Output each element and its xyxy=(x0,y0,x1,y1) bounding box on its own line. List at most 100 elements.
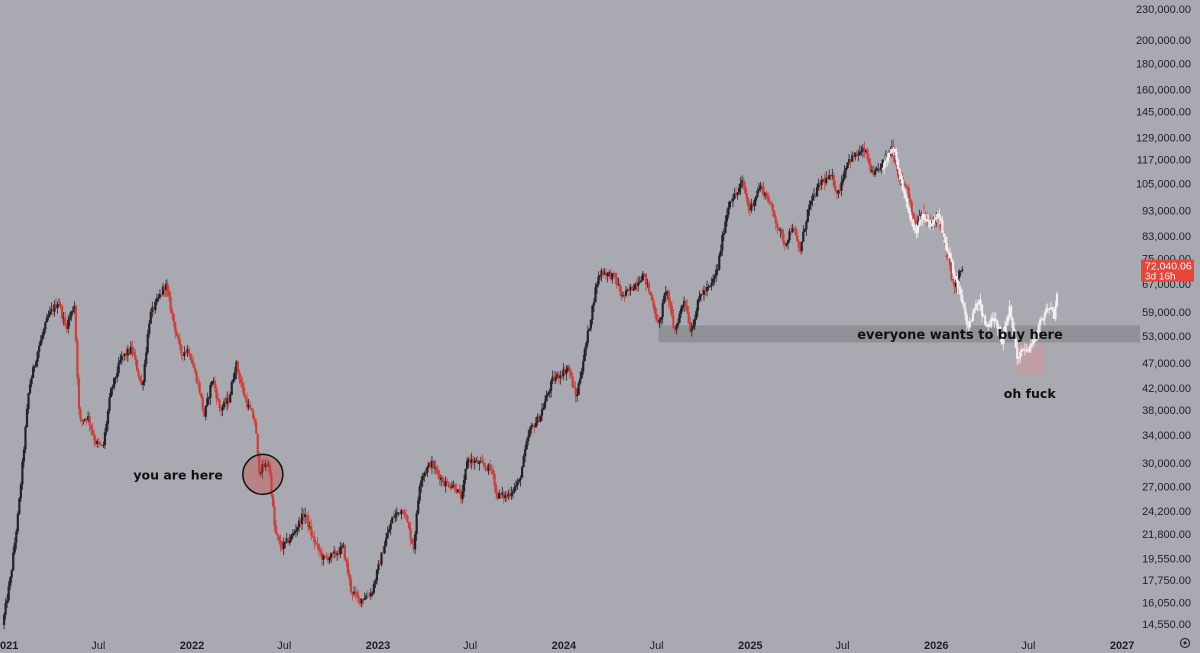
candle-body xyxy=(304,514,307,518)
candle-body xyxy=(466,460,469,469)
candle-body xyxy=(395,512,398,515)
projection-candle-body xyxy=(1028,347,1031,352)
buy-zone-label: everyone wants to buy here xyxy=(857,328,1063,343)
candle-body xyxy=(702,290,706,295)
candle-body xyxy=(444,481,447,487)
projection-candle-body xyxy=(965,315,968,325)
y-tick-label: 19,550.00 xyxy=(1142,553,1191,565)
candle-body xyxy=(742,180,745,186)
candle-body xyxy=(236,361,239,372)
candle-body xyxy=(432,461,435,469)
projection-candle-body xyxy=(886,157,889,162)
candle-body xyxy=(177,336,180,339)
candle-body xyxy=(455,489,458,493)
candle-body xyxy=(342,544,345,547)
candle-body xyxy=(125,353,128,356)
candle-body xyxy=(308,526,311,528)
projection-candle-body xyxy=(973,309,976,314)
annotations-layer: you are here everyone wants to buy here … xyxy=(133,328,1063,496)
candle-body xyxy=(424,472,427,474)
candle-body xyxy=(660,317,663,320)
candle-body xyxy=(12,552,15,571)
candle-body xyxy=(213,380,217,389)
candle-body xyxy=(623,294,626,296)
candle-body xyxy=(753,200,756,207)
candle-body xyxy=(849,159,852,162)
candle-body xyxy=(426,466,429,473)
buy-zone xyxy=(658,325,1140,343)
candle-body xyxy=(212,380,215,382)
candle-body xyxy=(536,416,539,423)
candle-body xyxy=(314,542,317,544)
candle-body xyxy=(461,491,464,500)
candle-body xyxy=(721,235,724,251)
candle-body xyxy=(39,339,42,346)
candle-body xyxy=(415,513,418,535)
candle-body xyxy=(832,175,835,186)
candle-body xyxy=(747,199,750,207)
candle-body xyxy=(708,285,712,287)
candle-body xyxy=(530,425,533,430)
candle-body xyxy=(291,533,294,536)
candle-body xyxy=(244,396,247,400)
candle-body xyxy=(650,294,654,301)
y-axis[interactable]: 230,000.00 200,000.00 180,000.00 160,000.00… xyxy=(1136,4,1191,631)
candle-body xyxy=(363,598,366,600)
candle-body xyxy=(329,552,333,558)
candle-body xyxy=(617,284,620,286)
candle-body xyxy=(42,329,45,336)
candle-body xyxy=(698,296,701,301)
projection-candle-body xyxy=(988,324,991,327)
candle-body xyxy=(675,325,678,330)
candle-body xyxy=(129,346,133,354)
candle-body xyxy=(362,598,365,600)
candle-body xyxy=(828,174,831,180)
x-tick-label: Jul xyxy=(650,640,664,652)
candle-body xyxy=(951,279,955,281)
candle-body xyxy=(854,152,857,157)
projection-candle-body xyxy=(890,149,894,153)
candle-body xyxy=(7,586,10,601)
candle-body xyxy=(128,348,131,354)
candle-body xyxy=(441,477,444,483)
candle-body xyxy=(507,493,510,497)
projection-candle-body xyxy=(1003,325,1007,333)
candle-body xyxy=(712,278,715,283)
projection-candle-body xyxy=(938,214,941,219)
candle-body xyxy=(767,197,770,202)
settings-icon[interactable] xyxy=(1179,637,1191,649)
projection-candle-body xyxy=(979,299,982,305)
candle-body xyxy=(108,397,111,411)
x-axis[interactable]: 2021 Jul 2022 Jul 2023 Jul 2024 Jul 2025 Jul 2026 J… xyxy=(0,640,1134,652)
candle-body xyxy=(482,462,486,466)
candle-body xyxy=(543,401,547,408)
candle-body xyxy=(464,468,467,480)
candle-body xyxy=(572,386,576,388)
projection-candle-body xyxy=(1017,357,1020,359)
candle-body xyxy=(724,221,727,234)
candle-body xyxy=(146,334,149,353)
candle-body xyxy=(293,531,296,534)
candle-body xyxy=(591,305,594,320)
projection-candle-body xyxy=(1048,309,1051,311)
candle-body xyxy=(534,422,537,428)
candle-body xyxy=(13,542,16,553)
candle-body xyxy=(754,196,758,201)
candle-body xyxy=(557,374,560,379)
settings-icon-dot xyxy=(1183,641,1187,645)
candle-body xyxy=(319,550,322,553)
candle-body xyxy=(585,342,588,349)
projection-candle-body xyxy=(939,218,942,221)
candle-body xyxy=(481,461,484,463)
candle-body xyxy=(117,362,120,374)
candle-body xyxy=(94,440,97,445)
candle-body xyxy=(881,159,884,164)
candle-body xyxy=(203,409,206,417)
y-tick-label: 93,000.00 xyxy=(1142,206,1191,218)
candle-body xyxy=(760,185,764,187)
y-tick-label: 21,800.00 xyxy=(1142,529,1191,541)
candle-body xyxy=(15,531,18,543)
candle-body xyxy=(562,369,565,377)
candle-body xyxy=(357,595,360,599)
